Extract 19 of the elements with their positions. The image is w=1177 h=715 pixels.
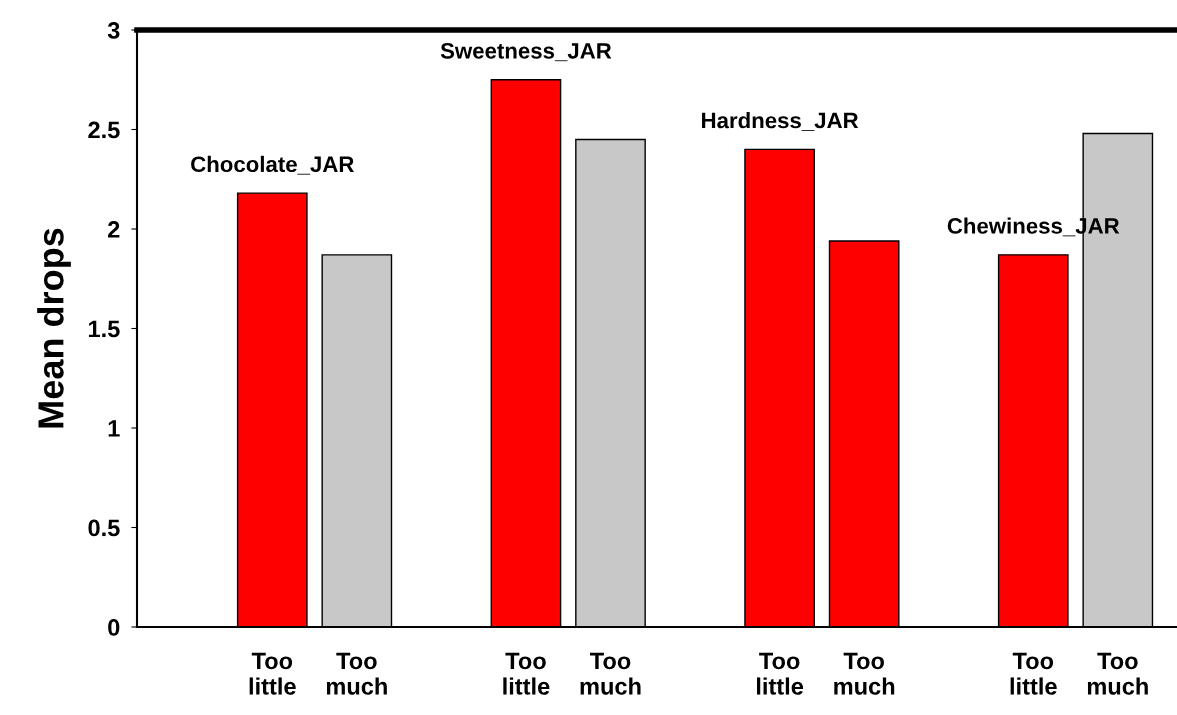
annotation: Sweetness_JAR: [440, 42, 612, 62]
x-tick-label: Too little: [249, 652, 296, 695]
y-tick-label: 2: [108, 221, 120, 238]
y-tick-label: 2.5: [88, 121, 120, 139]
x-tick-label: Too little: [503, 652, 550, 695]
y-tick-label: 1: [108, 420, 120, 437]
y-tick-label: 3: [107, 22, 120, 39]
x-tick-label: Too much: [834, 652, 895, 695]
x-tick-label: Too little: [756, 652, 804, 695]
y-axis-title: Mean drops: [37, 228, 71, 428]
y-tick-label: 1.5: [89, 320, 120, 338]
annotation: Chocolate_JAR: [191, 155, 354, 175]
annotation: Hardness_JAR: [702, 112, 859, 131]
x-tick-label: Too much: [1087, 652, 1148, 695]
x-tick-label: Too little: [1010, 652, 1057, 695]
y-tick-label: 0.5: [88, 519, 120, 537]
x-tick-label: Too much: [580, 652, 641, 695]
x-tick-label: Too much: [326, 652, 387, 695]
y-tick-label: 0: [108, 619, 120, 636]
